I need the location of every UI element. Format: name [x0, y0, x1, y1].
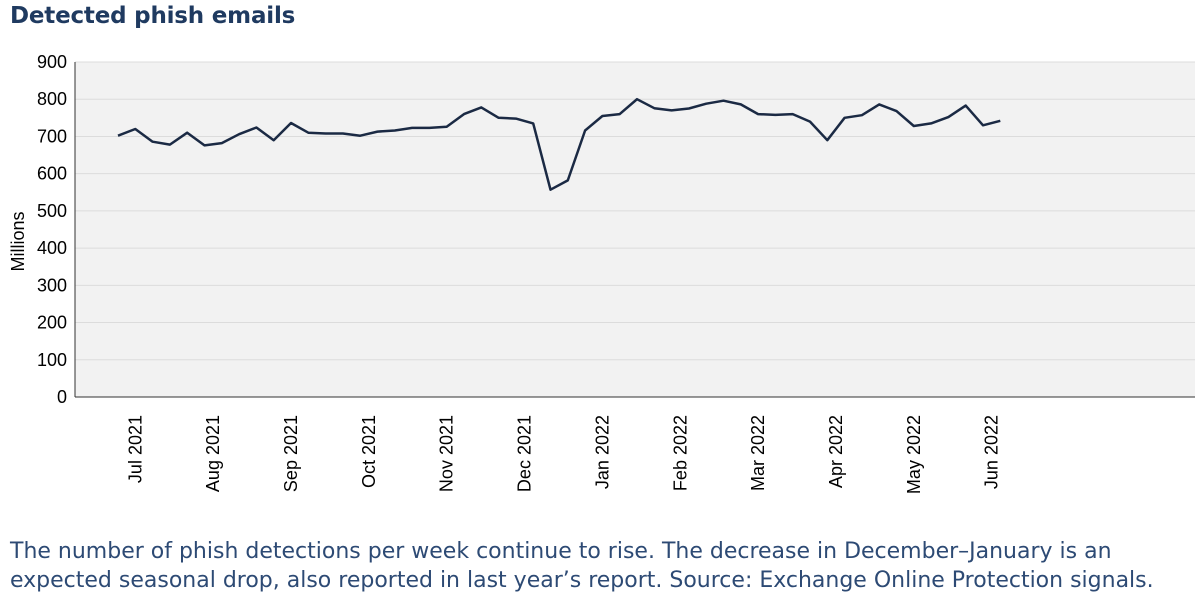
axes [74, 62, 1195, 398]
figure-caption: The number of phish detections per week … [10, 539, 1154, 593]
x-tick-label: Sep 2021 [281, 415, 301, 492]
plot-area [75, 62, 1195, 397]
x-tick-label: Feb 2022 [670, 415, 690, 491]
x-tick-labels: Jul 2021 Aug 2021 Sep 2021 Oct 2021 Nov 2021… [125, 415, 1001, 494]
x-tick-label: Dec 2021 [515, 415, 535, 492]
y-tick-label: 600 [37, 164, 67, 184]
y-tick-label: 700 [37, 126, 67, 146]
x-tick-label: May 2022 [904, 415, 924, 494]
y-tick-labels: 0 100 200 300 400 500 600 700 800 900 [37, 52, 67, 407]
y-tick-label: 500 [37, 201, 67, 221]
gridlines [75, 61, 1195, 361]
x-tick-label: Oct 2021 [359, 415, 379, 488]
y-tick-label: 300 [37, 275, 67, 295]
y-tick-label: 100 [37, 350, 67, 370]
x-tick-label: Jul 2021 [125, 415, 145, 483]
y-tick-label: 200 [37, 313, 67, 333]
y-tick-label: 0 [57, 387, 67, 407]
x-tick-label: Mar 2022 [748, 415, 768, 491]
x-tick-label: Apr 2022 [826, 415, 846, 488]
y-tick-label: 900 [37, 52, 67, 72]
y-tick-label: 800 [37, 89, 67, 109]
line-chart: 0 100 200 300 400 500 600 700 800 900 Jul 2021 Aug… [8, 52, 1195, 494]
x-tick-label: Aug 2021 [203, 415, 223, 492]
x-tick-label: Nov 2021 [437, 415, 457, 492]
x-tick-label: Jun 2022 [982, 415, 1002, 489]
chart-title: Detected phish emails [10, 3, 296, 29]
y-axis-label: Millions [8, 211, 28, 271]
x-tick-label: Jan 2022 [592, 415, 612, 489]
y-tick-label: 400 [37, 238, 67, 258]
series-line [117, 97, 1001, 191]
